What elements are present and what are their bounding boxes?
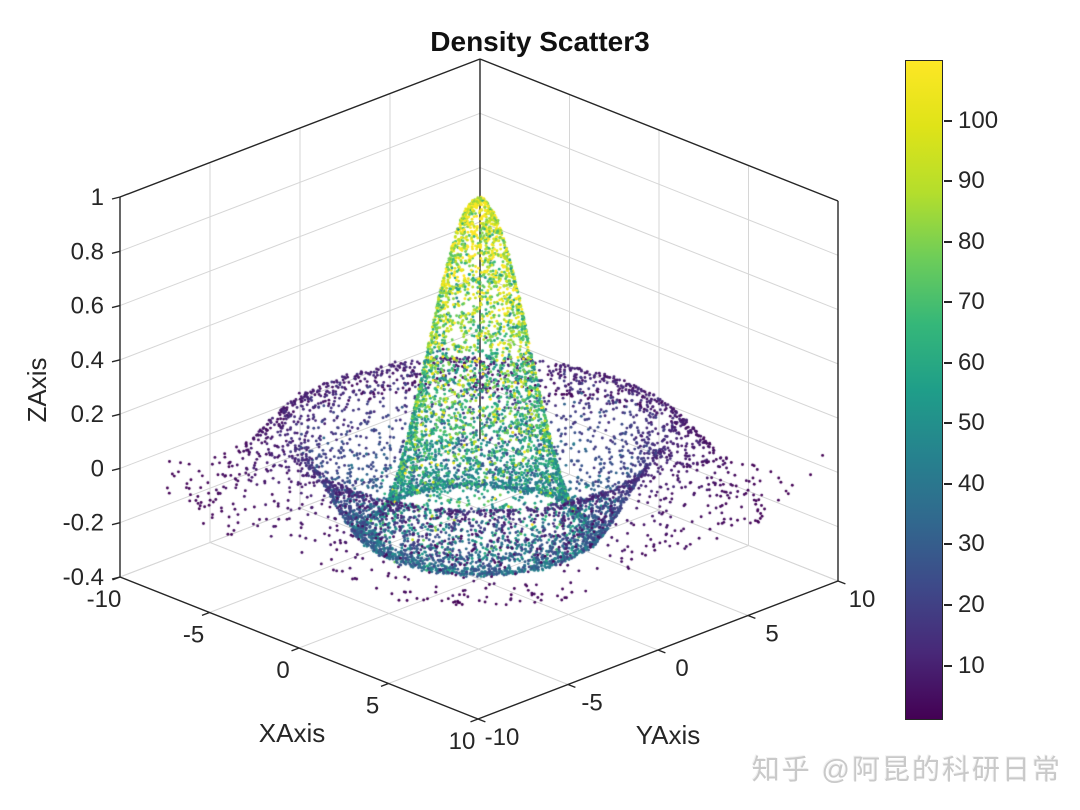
colorbar-tick-label: 100 [958, 106, 999, 134]
colorbar-tick-label: 50 [958, 409, 985, 437]
colorbar-tick-label: 90 [958, 167, 985, 195]
colorbar: 10 20 30 40 50 60 70 80 90 100 [905, 60, 998, 720]
colorbar-tick-mark [944, 543, 952, 546]
colorbar-tick-mark [944, 361, 952, 364]
colorbar-tick-label: 40 [958, 469, 985, 497]
colorbar-tick-mark [944, 422, 952, 425]
colorbar-tick-mark [944, 240, 952, 243]
colorbar-tick-label: 80 [958, 227, 985, 255]
colorbar-tick-mark [944, 482, 952, 485]
colorbar-gradient [905, 60, 943, 720]
colorbar-tick-mark [944, 301, 952, 304]
colorbar-tick-mark [944, 119, 952, 122]
colorbar-tick-mark [944, 664, 952, 667]
colorbar-ticks: 10 20 30 40 50 60 70 80 90 100 [905, 60, 1065, 720]
colorbar-tick-label: 60 [958, 348, 985, 376]
colorbar-tick-label: 30 [958, 530, 985, 558]
colorbar-tick-label: 20 [958, 590, 985, 618]
watermark: 知乎 @阿昆的科研日常 [751, 754, 1062, 785]
colorbar-tick-mark [944, 603, 952, 606]
colorbar-tick-label: 70 [958, 288, 985, 316]
colorbar-tick-label: 10 [958, 651, 985, 679]
colorbar-tick-mark [944, 180, 952, 183]
